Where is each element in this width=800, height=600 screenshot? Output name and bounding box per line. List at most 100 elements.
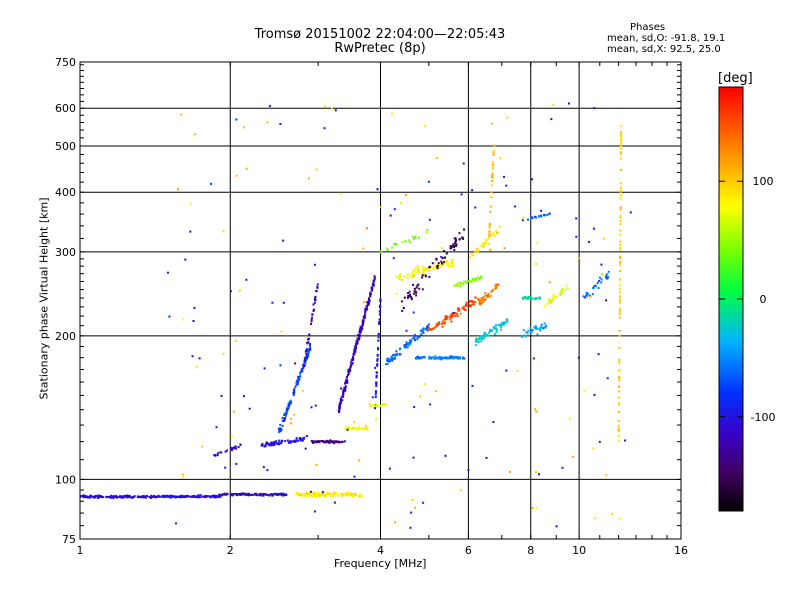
echo-point <box>483 332 486 335</box>
echo-point <box>240 493 243 495</box>
echo-point <box>168 495 171 498</box>
echo-point <box>619 240 622 243</box>
echo-point <box>468 305 471 307</box>
echo-point <box>405 346 408 348</box>
echo-point <box>344 386 347 389</box>
x-tick-label: 16 <box>674 544 688 557</box>
echo-point <box>433 326 436 329</box>
echo-point <box>444 357 447 360</box>
echo-point <box>618 310 621 313</box>
echo-point <box>295 438 298 441</box>
echo-point <box>136 495 139 498</box>
echo-point <box>429 403 432 406</box>
echo-point <box>323 492 326 495</box>
echo-point <box>401 278 403 281</box>
echo-point <box>224 493 227 496</box>
echo-point <box>288 401 291 404</box>
echo-point <box>315 168 318 171</box>
echo-point <box>256 494 259 497</box>
echo-point <box>157 494 160 497</box>
echo-point <box>421 274 424 277</box>
echo-point <box>344 427 347 430</box>
echo-point <box>413 336 416 339</box>
echo-point <box>280 492 283 495</box>
echo-point <box>409 241 412 244</box>
echo-point <box>278 429 281 432</box>
echo-point <box>258 493 261 496</box>
echo-point <box>246 494 249 496</box>
echo-point <box>298 377 301 380</box>
echo-point <box>480 275 483 278</box>
echo-point <box>325 440 328 443</box>
echo-point <box>216 454 219 457</box>
echo-point <box>313 493 316 496</box>
echo-point <box>372 279 375 282</box>
echo-point <box>619 197 622 200</box>
echo-point <box>619 278 621 281</box>
echo-point <box>447 356 450 359</box>
echo-point <box>201 445 204 448</box>
echo-point <box>418 268 420 271</box>
echo-point <box>293 389 296 392</box>
y-tick-label: 300 <box>55 246 76 259</box>
echo-point <box>417 283 420 286</box>
echo-point <box>363 301 366 303</box>
echo-point <box>491 288 494 291</box>
echo-point <box>154 496 156 499</box>
echo-point <box>436 267 439 270</box>
echo-point <box>474 338 477 341</box>
echo-point <box>561 288 564 291</box>
echo-point <box>402 307 405 309</box>
echo-point <box>235 174 238 177</box>
echo-point <box>495 230 498 233</box>
echo-point <box>371 284 374 287</box>
echo-point <box>338 408 341 411</box>
echo-point <box>479 298 482 301</box>
echo-point <box>611 512 614 515</box>
echo-point <box>347 492 350 495</box>
echo-point <box>444 454 447 457</box>
echo-point <box>449 247 452 250</box>
echo-point <box>307 341 310 344</box>
echo-point <box>619 248 622 251</box>
echo-point <box>409 342 412 345</box>
echo-point <box>403 296 406 299</box>
echo-point <box>362 323 364 326</box>
echo-point <box>488 331 491 334</box>
echo-point <box>366 227 369 230</box>
echo-point <box>280 441 283 444</box>
echo-point <box>378 321 381 324</box>
echo-point <box>398 278 401 281</box>
echo-point <box>266 442 269 445</box>
echo-point <box>359 328 361 331</box>
echo-point <box>474 344 477 347</box>
echo-point <box>386 357 389 360</box>
echo-point <box>325 493 327 496</box>
x-tick-label: 8 <box>527 544 534 557</box>
echo-point <box>372 281 375 284</box>
echo-point <box>348 494 351 497</box>
echo-point <box>617 411 620 413</box>
echo-point <box>476 251 479 254</box>
echo-point <box>378 322 381 325</box>
echo-point <box>416 270 419 272</box>
echo-point <box>395 275 398 278</box>
echo-point <box>559 294 562 297</box>
echo-point <box>222 352 225 355</box>
echo-point <box>618 386 621 389</box>
echo-point <box>264 444 267 447</box>
echo-point <box>287 407 290 410</box>
echo-point <box>249 493 252 496</box>
echo-point <box>193 306 196 309</box>
echo-point <box>491 122 493 125</box>
echo-point <box>374 407 376 410</box>
echo-point <box>375 418 378 421</box>
echo-point <box>330 493 333 496</box>
echo-point <box>377 336 380 339</box>
echo-point <box>495 331 498 334</box>
echo-point <box>531 178 533 181</box>
echo-point <box>424 267 427 269</box>
echo-point <box>619 260 622 263</box>
echo-point <box>328 492 331 495</box>
echo-point <box>338 406 341 409</box>
